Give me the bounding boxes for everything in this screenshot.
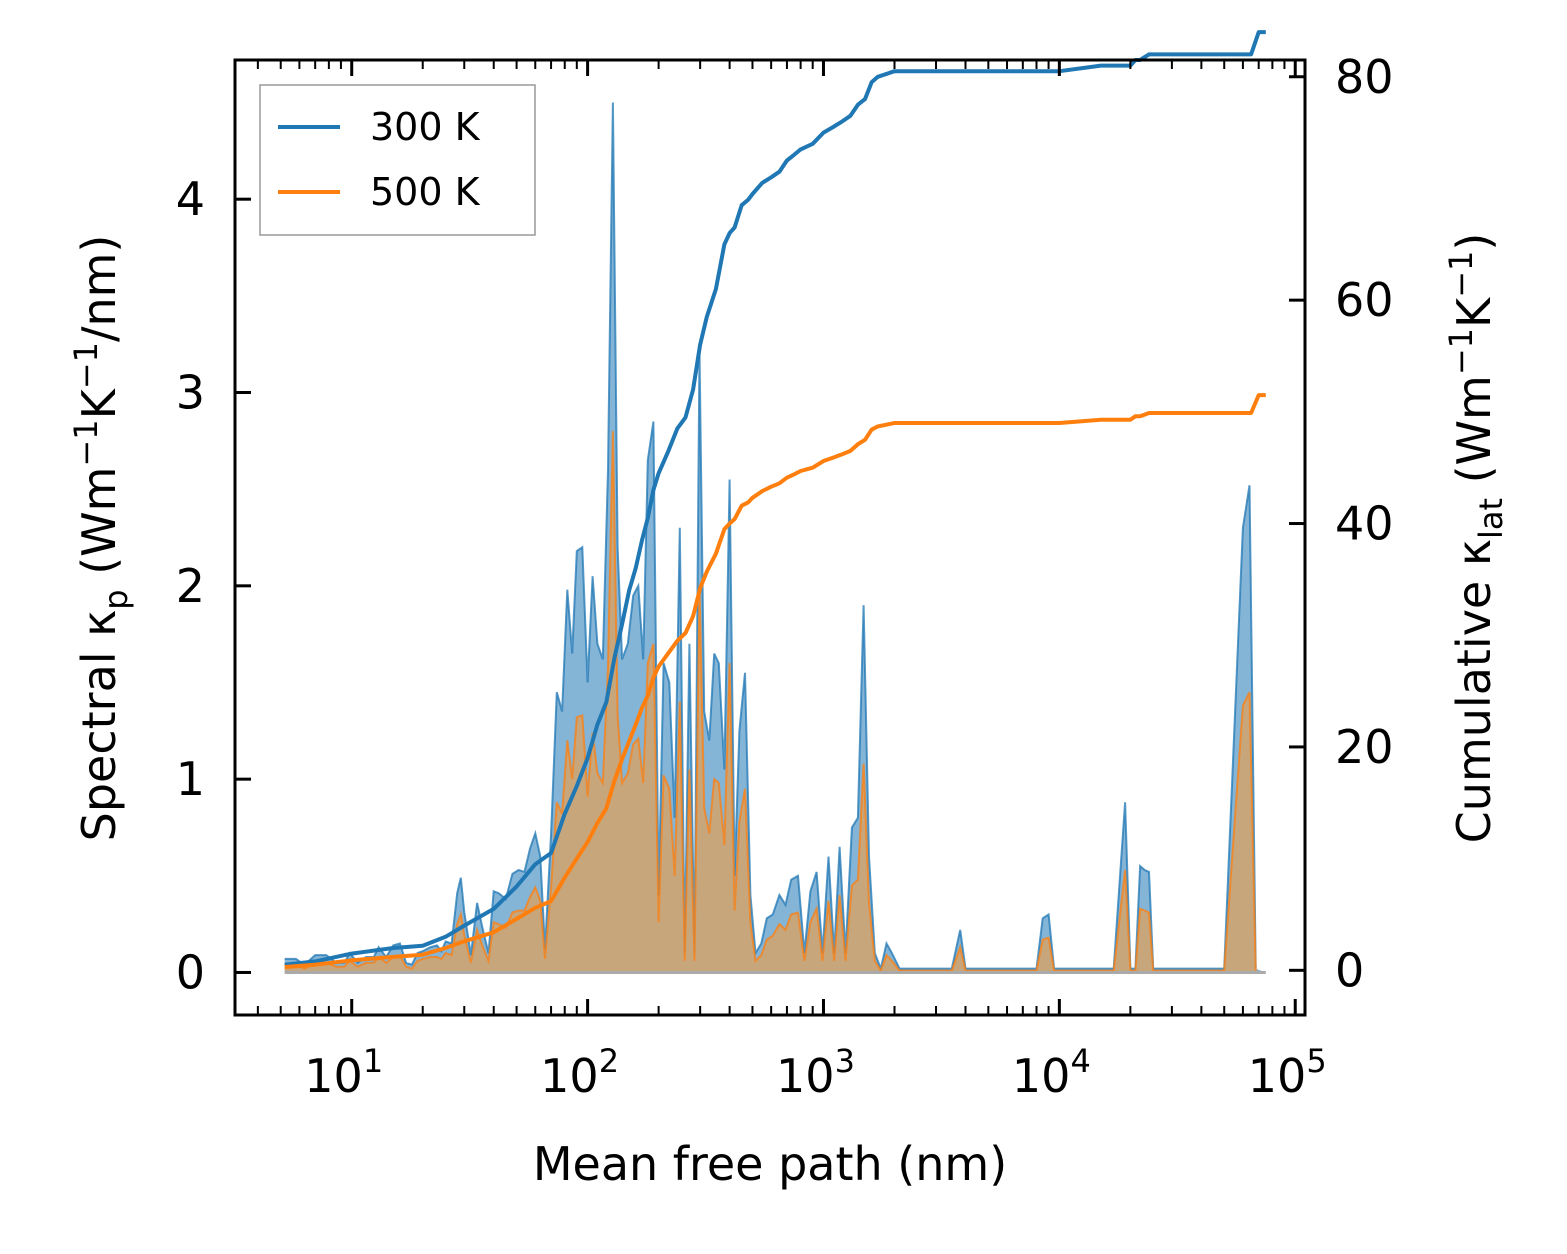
y-right-tick-label: 40: [1335, 497, 1394, 551]
y-right-sub: lat: [1472, 498, 1510, 539]
x-axis-title: Mean free path (nm): [533, 1137, 1007, 1191]
x-tick-label: 103: [776, 1042, 855, 1103]
y-axis-left: 0 1 2 3 4: [176, 172, 251, 999]
y-right-tick-label: 60: [1335, 273, 1394, 327]
cumulative-lines: [284, 30, 1266, 969]
cumulative-line-500k: [284, 393, 1266, 969]
y-left-tick-label: 2: [176, 559, 205, 613]
y-left-sub: p: [97, 589, 135, 609]
y-left-tick-label: 1: [176, 752, 205, 806]
legend-label-500: 500 K: [370, 170, 481, 214]
spectral-fill-300: [284, 102, 1266, 973]
y-right-tick-label: 80: [1335, 50, 1394, 104]
y-right-tick-label: 20: [1335, 720, 1394, 774]
y-left-tick-label: 4: [176, 172, 205, 226]
x-tick-label: 102: [540, 1042, 619, 1103]
plot-frame: [233, 58, 1307, 1017]
x-tick-label: 101: [304, 1042, 383, 1103]
y-axis-left-title: Spectral κp (Wm−1K−1/nm): [67, 235, 135, 842]
legend-label-300: 300 K: [370, 105, 481, 149]
y-right-tick-label: 0: [1335, 943, 1364, 997]
x-axis: 101 102 103 104 105: [256, 60, 1327, 1103]
spectral-line-300k: [284, 102, 1257, 973]
spectral-line-500k: [284, 431, 1257, 973]
y-axis-right-title: Cumulative κlat (Wm−1K−1): [1442, 233, 1510, 844]
cumulative-line-300k: [284, 30, 1266, 967]
legend: 300 K 500 K: [259, 84, 536, 236]
x-tick-label: 105: [1248, 1042, 1327, 1103]
y-left-tick-label: 0: [176, 945, 205, 999]
x-tick-label: 104: [1012, 1042, 1091, 1103]
y-axis-right: 0 20 40 60 80: [1289, 50, 1394, 997]
y-left-tick-label: 3: [176, 366, 205, 420]
spectral-fill-500: [284, 431, 1266, 974]
legend-box: [259, 84, 536, 236]
